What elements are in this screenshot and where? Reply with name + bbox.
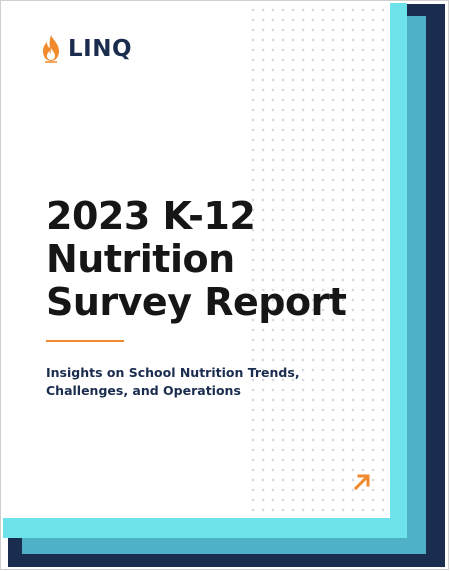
title-line-1: 2023 K-12 bbox=[46, 194, 256, 238]
flame-icon bbox=[43, 35, 59, 63]
arrow-up-right-icon bbox=[353, 474, 370, 491]
report-title: 2023 K-12 Nutrition Survey Report bbox=[46, 194, 347, 324]
logo-wordmark: LINQ bbox=[68, 35, 133, 62]
orange-divider bbox=[46, 340, 124, 342]
dot-pattern bbox=[246, 3, 390, 518]
report-subtitle: Insights on School Nutrition Trends, Cha… bbox=[46, 364, 300, 400]
title-line-3: Survey Report bbox=[46, 280, 347, 324]
linq-logo: LINQ bbox=[40, 34, 132, 64]
title-line-2: Nutrition bbox=[46, 237, 235, 281]
subtitle-line-1: Insights on School Nutrition Trends, bbox=[46, 365, 300, 380]
subtitle-line-2: Challenges, and Operations bbox=[46, 383, 241, 398]
